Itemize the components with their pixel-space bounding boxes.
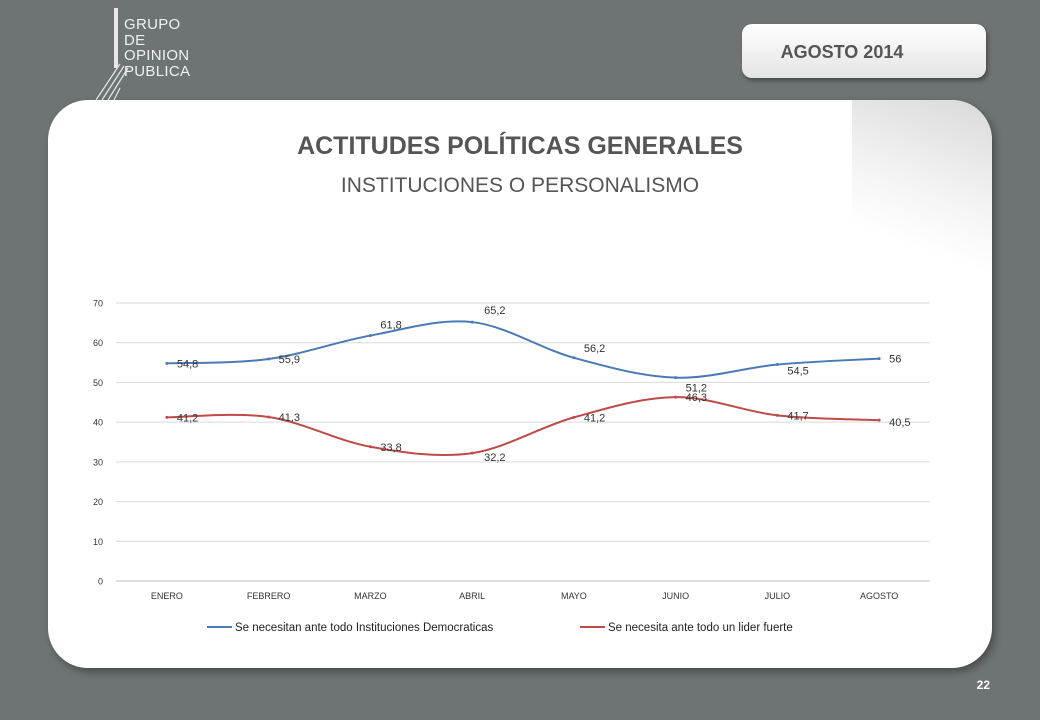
data-label: 40,5 (889, 417, 910, 429)
y-tick-label: 30 (93, 457, 103, 467)
x-tick-label: MAYO (561, 591, 587, 601)
data-point (674, 376, 678, 380)
x-tick-label: FEBRERO (247, 591, 291, 601)
x-tick-label: JULIO (765, 591, 791, 601)
data-label: 61,8 (380, 320, 401, 332)
logo-line: DE (124, 31, 146, 49)
y-tick-label: 50 (93, 378, 103, 388)
data-label: 56 (889, 354, 901, 366)
data-label: 32,2 (484, 452, 505, 464)
data-point (775, 413, 779, 417)
data-label: 33,8 (380, 442, 401, 454)
y-tick-label: 0 (98, 577, 103, 587)
x-tick-label: ABRIL (459, 591, 485, 601)
data-point (572, 356, 576, 360)
x-tick-label: ENERO (151, 591, 183, 601)
data-label: 55,9 (279, 354, 300, 366)
logo-line: GRUPO (124, 16, 181, 33)
logo-line: OPINION (124, 47, 190, 64)
data-point (368, 334, 372, 338)
data-label: 41,2 (584, 412, 605, 424)
data-point (267, 415, 271, 419)
data-point (165, 361, 169, 365)
data-point (674, 395, 678, 399)
data-point (775, 363, 779, 367)
data-label: 65,2 (484, 305, 505, 317)
y-tick-label: 40 (93, 418, 103, 428)
y-tick-label: 70 (93, 299, 103, 309)
legend-label-1: Se necesitan ante todo Instituciones Dem… (235, 622, 494, 634)
x-tick-label: MARZO (354, 591, 387, 601)
date-badge: AGOSTO 2014 (742, 24, 986, 78)
legend-label-2: Se necesita ante todo un lider fuerte (608, 622, 793, 634)
data-label: 51,2 (686, 383, 707, 395)
date-label: AGOSTO 2014 (780, 42, 904, 62)
y-tick-label: 60 (93, 338, 103, 348)
logo-line: PUBLICA (124, 62, 191, 80)
data-label: 54,5 (787, 366, 808, 378)
x-tick-label: AGOSTO (860, 591, 898, 601)
series-line-1 (166, 320, 880, 379)
x-tick-label: JUNIO (662, 591, 689, 601)
data-point (572, 415, 576, 419)
series-line-2 (166, 396, 880, 457)
page-curl-decoration (852, 100, 992, 300)
y-tick-label: 20 (93, 497, 103, 507)
data-point (165, 415, 169, 419)
data-point (877, 418, 881, 422)
chart-subtitle: INSTITUCIONES O PERSONALISMO (340, 174, 700, 197)
data-point (368, 445, 372, 449)
data-point (267, 357, 271, 361)
logo-mark (95, 8, 129, 101)
data-point (470, 451, 474, 455)
data-label: 46,3 (686, 392, 707, 404)
chart-card (48, 100, 992, 668)
y-tick-label: 10 (93, 537, 103, 547)
data-label: 41,2 (177, 412, 198, 424)
data-label: 56,2 (584, 343, 605, 355)
chart-title: ACTITUDES POLÍTICAS GENERALES (297, 132, 743, 160)
data-point (877, 357, 881, 361)
logo-text: GRUPO DE OPINION PUBLICA (124, 17, 190, 79)
page-number: 22 (976, 678, 990, 692)
data-point (470, 320, 474, 324)
data-label: 41,7 (787, 410, 808, 422)
data-label: 54,8 (177, 358, 198, 370)
data-label: 41,3 (279, 412, 300, 424)
